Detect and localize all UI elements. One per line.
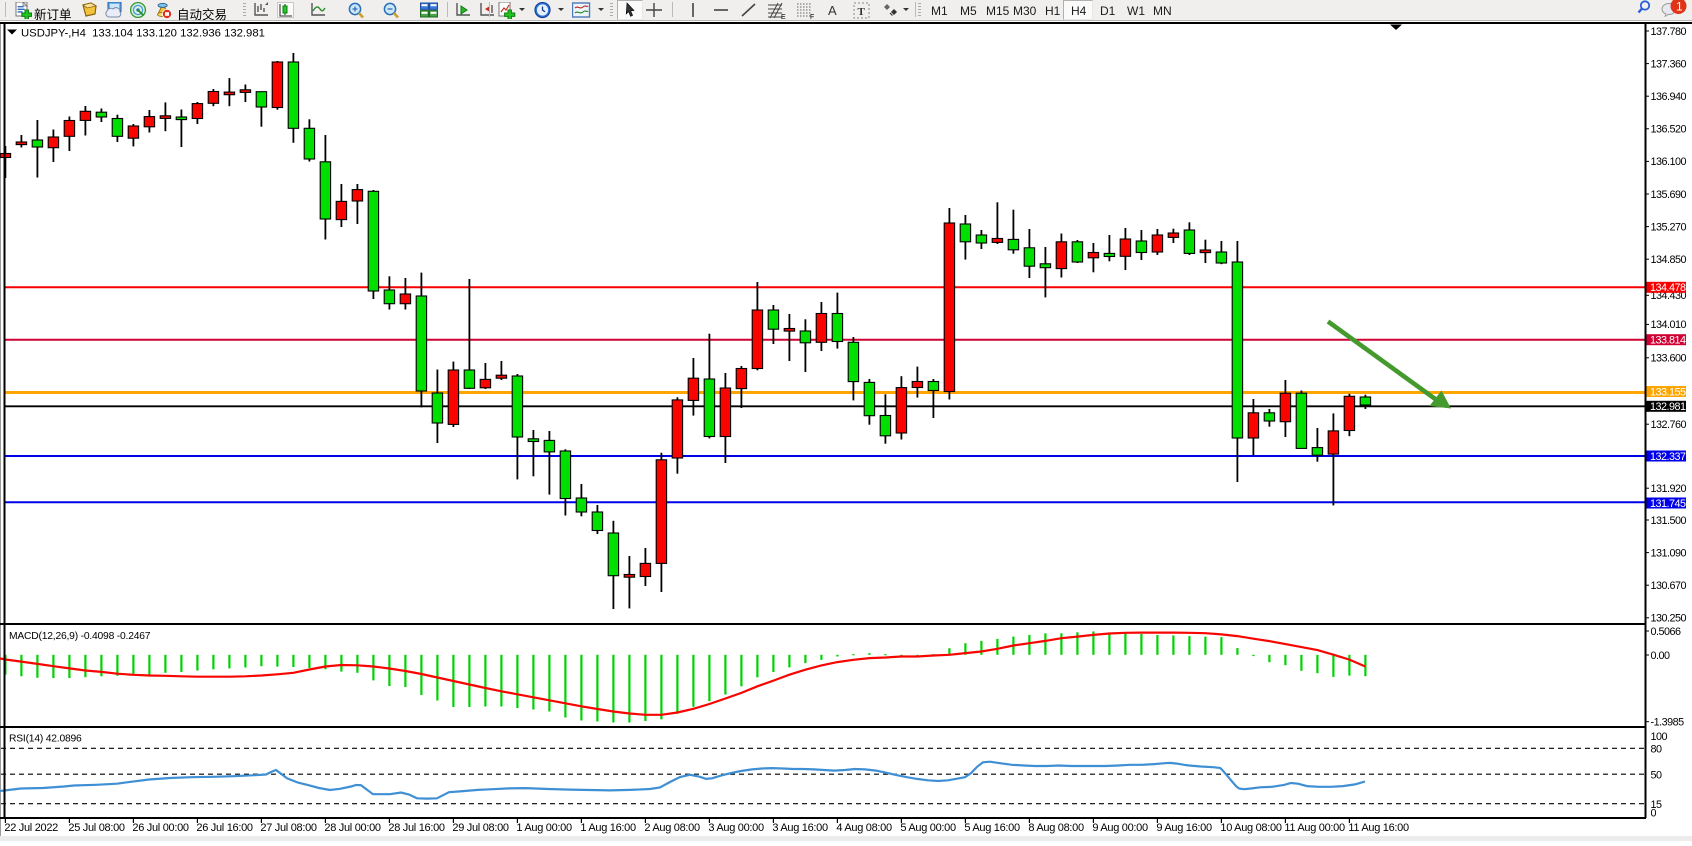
svg-text:5 Aug 16:00: 5 Aug 16:00 (964, 822, 1020, 834)
svg-text:26 Jul 00:00: 26 Jul 00:00 (132, 822, 189, 834)
svg-text:5 Aug 00:00: 5 Aug 00:00 (900, 822, 956, 834)
svg-text:USDJPY-,H4 133.104 133.120 13: USDJPY-,H4 133.104 133.120 132.936 132.9… (21, 27, 265, 39)
svg-text:4 Aug 08:00: 4 Aug 08:00 (836, 822, 892, 834)
svg-text:1: 1 (1676, 0, 1683, 14)
svg-text:T: T (858, 6, 866, 18)
svg-text:131.745: 131.745 (1650, 498, 1686, 510)
svg-text:28 Jul 00:00: 28 Jul 00:00 (324, 822, 381, 834)
svg-text:130.250: 130.250 (1651, 613, 1687, 625)
svg-text:131.920: 131.920 (1651, 483, 1687, 495)
svg-text:134.430: 134.430 (1651, 290, 1687, 302)
svg-text:F: F (810, 14, 814, 19)
svg-text:11 Aug 16:00: 11 Aug 16:00 (1348, 822, 1409, 834)
svg-text:-1.3985: -1.3985 (1651, 717, 1685, 729)
svg-text:28 Jul 16:00: 28 Jul 16:00 (388, 822, 445, 834)
svg-text:137.360: 137.360 (1651, 58, 1687, 70)
svg-text:0: 0 (1651, 807, 1657, 819)
svg-text:29 Jul 08:00: 29 Jul 08:00 (452, 822, 509, 834)
svg-text:133.600: 133.600 (1651, 353, 1687, 365)
svg-text:8 Aug 08:00: 8 Aug 08:00 (1028, 822, 1084, 834)
svg-text:100: 100 (1651, 731, 1668, 743)
svg-text:80: 80 (1651, 744, 1663, 756)
svg-text:22 Jul 2022: 22 Jul 2022 (4, 822, 58, 834)
svg-text:50: 50 (1651, 770, 1663, 782)
svg-text:RSI(14) 42.0896: RSI(14) 42.0896 (9, 733, 82, 744)
svg-text:133.814: 133.814 (1650, 335, 1686, 347)
svg-text:11 Aug 00:00: 11 Aug 00:00 (1284, 822, 1345, 834)
svg-text:134.478: 134.478 (1650, 282, 1686, 294)
svg-text:10 Aug 08:00: 10 Aug 08:00 (1220, 822, 1281, 834)
svg-text:1 Aug 16:00: 1 Aug 16:00 (580, 822, 636, 834)
svg-text:0.5066: 0.5066 (1651, 626, 1682, 638)
svg-text:132.760: 132.760 (1651, 419, 1687, 431)
svg-text:0.00: 0.00 (1651, 650, 1671, 662)
svg-text:3 Aug 00:00: 3 Aug 00:00 (708, 822, 764, 834)
svg-text:2 Aug 08:00: 2 Aug 08:00 (644, 822, 700, 834)
svg-text:130.670: 130.670 (1651, 580, 1687, 592)
svg-text:26 Jul 16:00: 26 Jul 16:00 (196, 822, 253, 834)
svg-text:3 Aug 16:00: 3 Aug 16:00 (772, 822, 828, 834)
svg-text:134.010: 134.010 (1651, 319, 1687, 331)
svg-text:136.100: 136.100 (1651, 156, 1687, 168)
svg-text:MACD(12,26,9) -0.4098 -0.2467: MACD(12,26,9) -0.4098 -0.2467 (9, 631, 151, 642)
svg-text:E: E (781, 14, 786, 19)
svg-text:135.270: 135.270 (1651, 221, 1687, 233)
svg-text:134.850: 134.850 (1651, 254, 1687, 266)
svg-text:9 Aug 00:00: 9 Aug 00:00 (1092, 822, 1148, 834)
svg-text:15: 15 (1651, 799, 1663, 811)
svg-text:132.337: 132.337 (1650, 451, 1686, 463)
svg-text:136.520: 136.520 (1651, 124, 1687, 136)
svg-text:131.090: 131.090 (1651, 547, 1687, 559)
svg-text:25 Jul 08:00: 25 Jul 08:00 (68, 822, 125, 834)
svg-text:131.500: 131.500 (1651, 515, 1687, 527)
svg-text:9 Aug 16:00: 9 Aug 16:00 (1156, 822, 1212, 834)
svg-text:133.155: 133.155 (1650, 386, 1686, 398)
svg-text:137.780: 137.780 (1651, 26, 1687, 38)
svg-text:132.981: 132.981 (1650, 401, 1686, 413)
svg-text:27 Jul 08:00: 27 Jul 08:00 (260, 822, 317, 834)
svg-text:136.940: 136.940 (1651, 91, 1687, 103)
svg-text:1 Aug 00:00: 1 Aug 00:00 (516, 822, 572, 834)
svg-text:135.690: 135.690 (1651, 189, 1687, 201)
